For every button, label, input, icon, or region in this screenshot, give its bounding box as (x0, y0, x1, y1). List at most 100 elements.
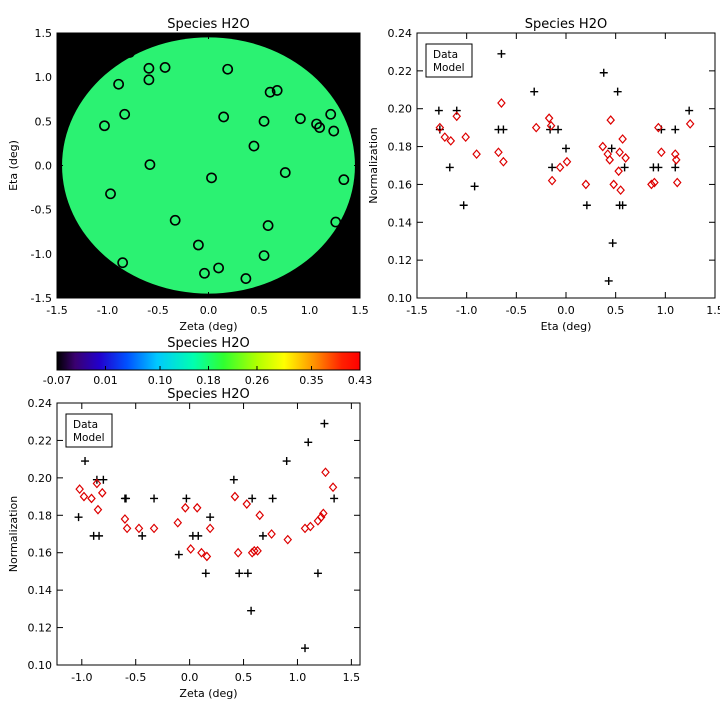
colorbar-title: Species H2O (167, 336, 249, 351)
x-tick-label: -0.5 (125, 671, 146, 684)
data-point (554, 125, 563, 134)
model-point (685, 118, 695, 129)
zeta-panel: -1.0 -0.5 0.0 0.5 1.0 1.5 0.10 0.12 0.14 0.16 0.18… (7, 387, 361, 700)
data-point (620, 163, 629, 172)
colorbar-tick-label: 0.26 (245, 374, 270, 387)
model-point (605, 154, 615, 165)
source-circle (279, 167, 291, 178)
data-point (671, 125, 680, 134)
colorbar-tick-label: -0.07 (43, 374, 71, 387)
model-point (472, 149, 481, 160)
data-point (562, 144, 570, 153)
source-circle (295, 113, 306, 125)
source-circle (143, 74, 155, 86)
data-point (445, 163, 454, 172)
model-point (255, 510, 265, 521)
data-point (497, 49, 506, 58)
data-point (599, 68, 608, 77)
x-tick-label: -1.0 (71, 671, 92, 684)
data-point (229, 475, 238, 484)
model-point (497, 98, 506, 108)
colorbar-tick-label: 0.10 (148, 374, 173, 387)
chart-title: Species H2O (167, 17, 249, 32)
model-point (197, 547, 206, 558)
source-circle (271, 85, 283, 96)
x-tick-label: 0.5 (607, 304, 625, 317)
data-point (499, 125, 508, 134)
x-tick-label: 0.5 (235, 671, 253, 684)
data-point (671, 163, 680, 172)
model-point (621, 153, 630, 163)
source-circle (262, 220, 274, 231)
data-point (182, 494, 191, 503)
x-tick-label: 1.5 (706, 304, 720, 317)
y-tick-label: 0.10 (28, 659, 53, 672)
model-point (531, 122, 541, 133)
model-point (92, 478, 102, 489)
source-circle (248, 140, 260, 152)
y-tick-label: 0.16 (388, 178, 413, 191)
source-circle (159, 62, 171, 73)
model-point (499, 156, 508, 167)
model-point (321, 467, 330, 478)
source-circle (199, 267, 210, 279)
data-point (530, 87, 539, 96)
model-point (149, 523, 159, 534)
data-point (434, 106, 443, 115)
data-point (150, 494, 159, 503)
x-tick-label: 0.5 (250, 304, 268, 317)
data-point (194, 531, 203, 540)
model-point (440, 132, 450, 143)
x-tick-label: 1.5 (343, 671, 361, 684)
source-circle (213, 262, 224, 274)
y-tick-label: 0.16 (28, 547, 53, 560)
data-point (304, 438, 313, 447)
data-point (470, 182, 479, 191)
data-point (258, 531, 267, 540)
y-tick-label: 0.10 (388, 292, 413, 305)
model-point (647, 179, 656, 190)
source-circle (169, 214, 181, 226)
plot-frame (56, 402, 361, 666)
data-point (74, 513, 83, 522)
model-point (242, 499, 252, 509)
x-tick-label: -0.5 (506, 304, 527, 317)
model-point (267, 529, 276, 539)
data-point (320, 419, 329, 428)
model-point (618, 134, 627, 144)
y-tick-label: 0.22 (28, 434, 53, 447)
model-point (173, 517, 183, 528)
data-point (548, 163, 557, 172)
model-point (615, 147, 624, 158)
x-axis-label: Eta (deg) (541, 320, 592, 333)
x-tick-label: -1.0 (97, 304, 118, 317)
source-circle (119, 108, 131, 120)
source-circle (311, 118, 322, 130)
y-tick-label: 0.22 (388, 65, 413, 78)
colorbar-tick-label: 0.18 (196, 374, 221, 387)
model-point (461, 132, 470, 143)
source-circle (117, 257, 129, 269)
data-point (607, 144, 616, 153)
y-tick-label: 0.5 (35, 115, 53, 128)
y-tick-label: 0.24 (388, 27, 413, 40)
y-tick-label: 0.18 (28, 509, 53, 522)
source-circle (325, 108, 337, 120)
source-circle (264, 86, 276, 98)
model-point (316, 512, 326, 523)
y-tick-label: 0.0 (35, 160, 53, 173)
source-circle (113, 78, 125, 90)
data-point (618, 201, 627, 210)
model-point (79, 491, 89, 502)
model-point (581, 179, 591, 190)
source-circle (192, 239, 204, 251)
x-tick-label: 1.0 (301, 304, 319, 317)
model-point (672, 177, 682, 188)
x-tick-label: -1.0 (456, 304, 477, 317)
data-point (99, 475, 108, 484)
data-point (248, 494, 257, 503)
data-point (613, 87, 622, 96)
model-point (134, 523, 144, 534)
data-point (608, 239, 617, 248)
